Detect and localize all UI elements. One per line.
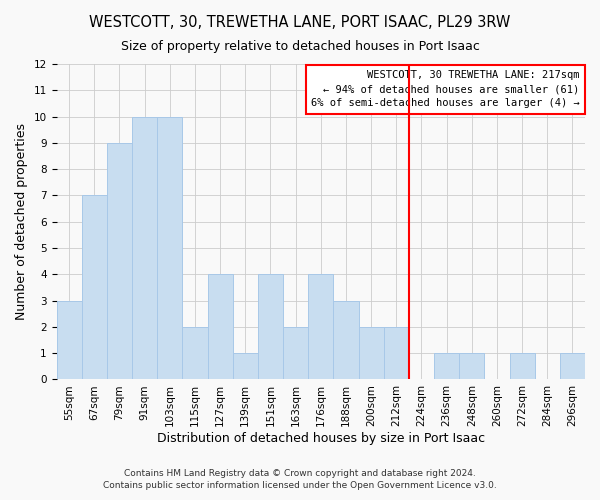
Bar [334,300,359,380]
Y-axis label: Number of detached properties: Number of detached properties [15,123,28,320]
Bar [182,327,208,380]
Text: WESTCOTT, 30, TREWETHA LANE, PORT ISAAC, PL29 3RW: WESTCOTT, 30, TREWETHA LANE, PORT ISAAC,… [89,15,511,30]
Bar [434,353,459,380]
Bar [459,353,484,380]
Bar [509,353,535,380]
Bar [157,116,182,380]
Bar [258,274,283,380]
Bar [359,327,383,380]
Bar [107,143,132,380]
Bar [283,327,308,380]
Bar [208,274,233,380]
Bar [82,196,107,380]
Bar [308,274,334,380]
Text: Size of property relative to detached houses in Port Isaac: Size of property relative to detached ho… [121,40,479,53]
Text: WESTCOTT, 30 TREWETHA LANE: 217sqm
← 94% of detached houses are smaller (61)
6% : WESTCOTT, 30 TREWETHA LANE: 217sqm ← 94%… [311,70,580,108]
Bar [132,116,157,380]
Bar [56,300,82,380]
Bar [560,353,585,380]
Bar [233,353,258,380]
Text: Contains HM Land Registry data © Crown copyright and database right 2024.
Contai: Contains HM Land Registry data © Crown c… [103,468,497,490]
Bar [383,327,409,380]
X-axis label: Distribution of detached houses by size in Port Isaac: Distribution of detached houses by size … [157,432,485,445]
